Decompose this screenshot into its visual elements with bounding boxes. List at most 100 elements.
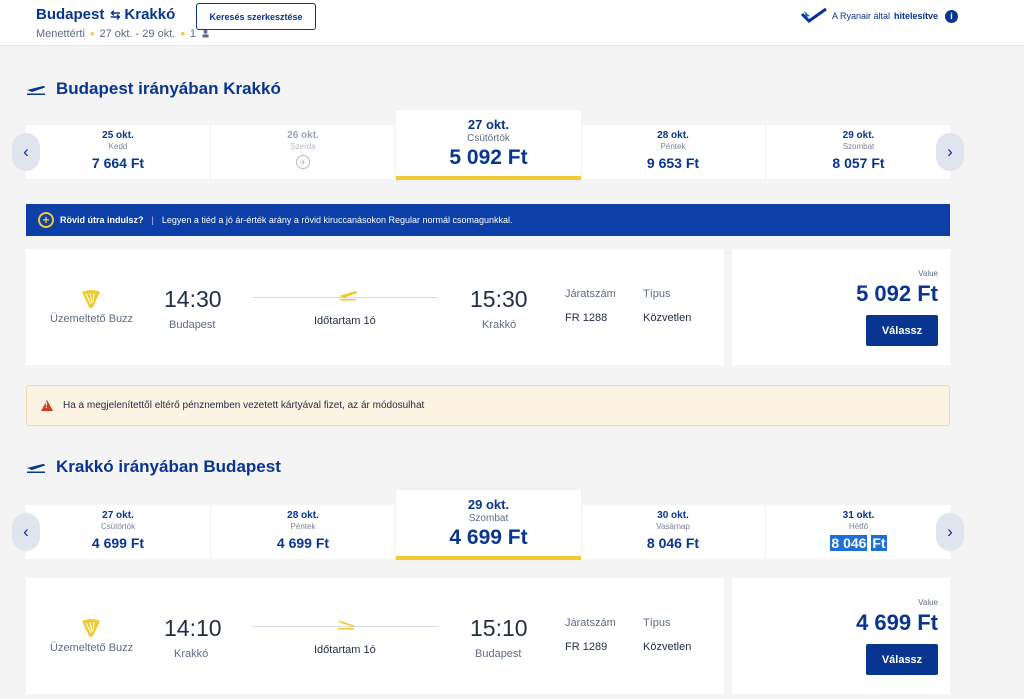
outbound-day-25[interactable]: 25 okt. Kedd 7 664 Ft (26, 125, 211, 179)
day-date: 29 okt. (467, 497, 510, 512)
day-weekday: Szombat (468, 513, 509, 524)
day-weekday: Szombat (842, 142, 875, 151)
day-date: 27 okt. (102, 510, 134, 521)
inbound-prev-arrow[interactable]: ‹ (12, 513, 40, 551)
inbound-day-30[interactable]: 30 okt. Vasárnap 8 046 Ft (581, 505, 766, 559)
chevron-right-icon: › (947, 522, 953, 541)
flight-number: FR 1289 (565, 641, 608, 653)
arrival-time: 15:10 (470, 615, 528, 641)
round-trip-icon: ⇆ (110, 7, 120, 22)
departure-time: 14:10 (164, 615, 222, 641)
verified-bold: hitelesítve (893, 11, 938, 21)
chevron-left-icon: ‹ (23, 142, 29, 161)
promo-banner[interactable]: + Rövid útra indulsz? | Legyen a tiéd a … (26, 204, 950, 236)
trip-title: Budapest ⇆ Krakkó (36, 6, 175, 23)
departure-time: 14:30 (164, 286, 222, 312)
day-weekday: Szerda (290, 142, 316, 151)
warning-icon (41, 400, 53, 411)
separator-dot: • (89, 26, 95, 41)
operator-name: Üzemeltető Buzz (50, 313, 134, 325)
origin-city: Budapest (36, 6, 105, 23)
day-price: 8 046 Ft (766, 535, 951, 551)
departure-city: Budapest (169, 319, 216, 331)
operator-name: Üzemeltető Buzz (50, 642, 134, 654)
ryanair-harp-icon (80, 289, 102, 309)
outbound-day-29[interactable]: 29 okt. Szombat 8 057 Ft (766, 125, 951, 179)
trip-dates: 27 okt. - 29 okt. (99, 27, 176, 40)
arrival-city: Krakkó (482, 319, 517, 331)
day-date: 25 okt. (102, 130, 134, 141)
outbound-price-panel: Value 5 092 Ft Válassz (732, 249, 950, 365)
day-date: 28 okt. (287, 510, 319, 521)
flight-price: 4 699 Ft (856, 610, 938, 635)
day-weekday: Péntek (660, 142, 686, 151)
day-weekday: Kedd (108, 142, 128, 151)
outbound-title-text: Budapest irányában Krakkó (56, 79, 281, 98)
outbound-day-28[interactable]: 28 okt. Péntek 9 653 Ft (581, 125, 766, 179)
day-date: 31 okt. (842, 510, 875, 521)
ryanair-check-icon (800, 8, 827, 23)
plane-landing-icon (336, 616, 356, 635)
separator-dot: • (180, 26, 185, 41)
arrival-time: 15:30 (470, 286, 528, 312)
inbound-title-text: Krakkó irányában Budapest (56, 457, 281, 476)
day-weekday: Péntek (290, 522, 316, 531)
top-bar: Budapest ⇆ Krakkó Menettérti • 27 okt. -… (0, 0, 1024, 46)
chevron-left-icon: ‹ (23, 522, 29, 541)
inbound-day-29-selected[interactable]: 29 okt. Szombat 4 699 Ft (396, 490, 581, 560)
edit-search-button[interactable]: Keresés szerkesztése (196, 3, 316, 30)
flight-duration: Időtartam 1ó (314, 315, 376, 327)
day-weekday: Csütörtök (100, 522, 136, 531)
flight-type: Közvetlen (643, 312, 692, 324)
select-flight-button[interactable]: Válassz (866, 644, 938, 675)
promo-text: Legyen a tiéd a jó ár-érték arány a rövi… (161, 215, 513, 225)
flight-type-label: Típus (643, 617, 671, 629)
day-weekday: Csütörtök (467, 133, 510, 144)
outbound-flight-details[interactable]: Üzemeltető Buzz 14:30 Budapest Időtartam… (26, 249, 724, 365)
fare-type: Value (918, 269, 938, 278)
passenger-icon (202, 29, 209, 38)
plane-takeoff-icon (27, 464, 45, 473)
outbound-next-arrow[interactable]: › (936, 133, 964, 171)
day-weekday: Hétfő (848, 522, 869, 531)
day-date: 29 okt. (842, 130, 875, 141)
outbound-prev-arrow[interactable]: ‹ (12, 133, 40, 171)
day-date: 30 okt. (657, 510, 689, 521)
inbound-flight-details[interactable]: Üzemeltető Buzz 14:10 Krakkó Időtartam 1… (26, 578, 724, 694)
inbound-flight-card: Üzemeltető Buzz 14:10 Krakkó Időtartam 1… (26, 578, 950, 694)
flight-type-label: Típus (643, 288, 671, 300)
day-weekday: Vasárnap (656, 522, 690, 531)
flight-duration: Időtartam 1ó (314, 644, 376, 656)
day-price: 4 699 Ft (276, 535, 330, 551)
inbound-next-arrow[interactable]: › (936, 513, 964, 551)
selected-text-currency: Ft (871, 535, 887, 551)
day-price: 4 699 Ft (449, 526, 528, 549)
flight-number: FR 1288 (565, 312, 608, 324)
currency-warning: Ha a megjelenítettől eltérő pénznemben v… (26, 385, 950, 426)
day-price: 4 699 Ft (91, 535, 145, 551)
day-price: 7 664 Ft (91, 155, 145, 171)
promo-title: Rövid útra indulsz? (60, 215, 144, 225)
flight-number-label: Járatszám (565, 617, 616, 629)
outbound-flight-card: Üzemeltető Buzz 14:30 Budapest Időtartam… (26, 249, 950, 365)
ryanair-harp-icon (80, 618, 102, 638)
outbound-title: Budapest irányában Krakkó (26, 79, 281, 99)
no-flight-icon: ✈ (296, 155, 310, 169)
route-line (252, 626, 438, 627)
info-icon[interactable]: i (945, 9, 958, 23)
plus-circle-icon: + (38, 212, 54, 228)
passenger-count: 1 (189, 27, 196, 40)
trip-meta: Menettérti • 27 okt. - 29 okt. • 1 (36, 26, 210, 41)
inbound-day-28[interactable]: 28 okt. Péntek 4 699 Ft (211, 505, 396, 559)
warning-text: Ha a megjelenítettől eltérő pénznemben v… (63, 400, 425, 411)
inbound-day-31[interactable]: 31 okt. Hétfő 8 046 Ft (766, 505, 951, 559)
outbound-day-27-selected[interactable]: 27 okt. Csütörtök 5 092 Ft (396, 110, 581, 180)
inbound-day-27[interactable]: 27 okt. Csütörtök 4 699 Ft (26, 505, 211, 559)
plane-icon (338, 287, 358, 306)
verified-prefix: A Ryanair által (831, 11, 890, 21)
destination-city: Krakkó (124, 6, 176, 23)
promo-separator: | (151, 215, 154, 225)
select-flight-button[interactable]: Válassz (866, 315, 938, 346)
plane-takeoff-icon (27, 86, 45, 95)
inbound-price-panel: Value 4 699 Ft Válassz (732, 578, 950, 694)
